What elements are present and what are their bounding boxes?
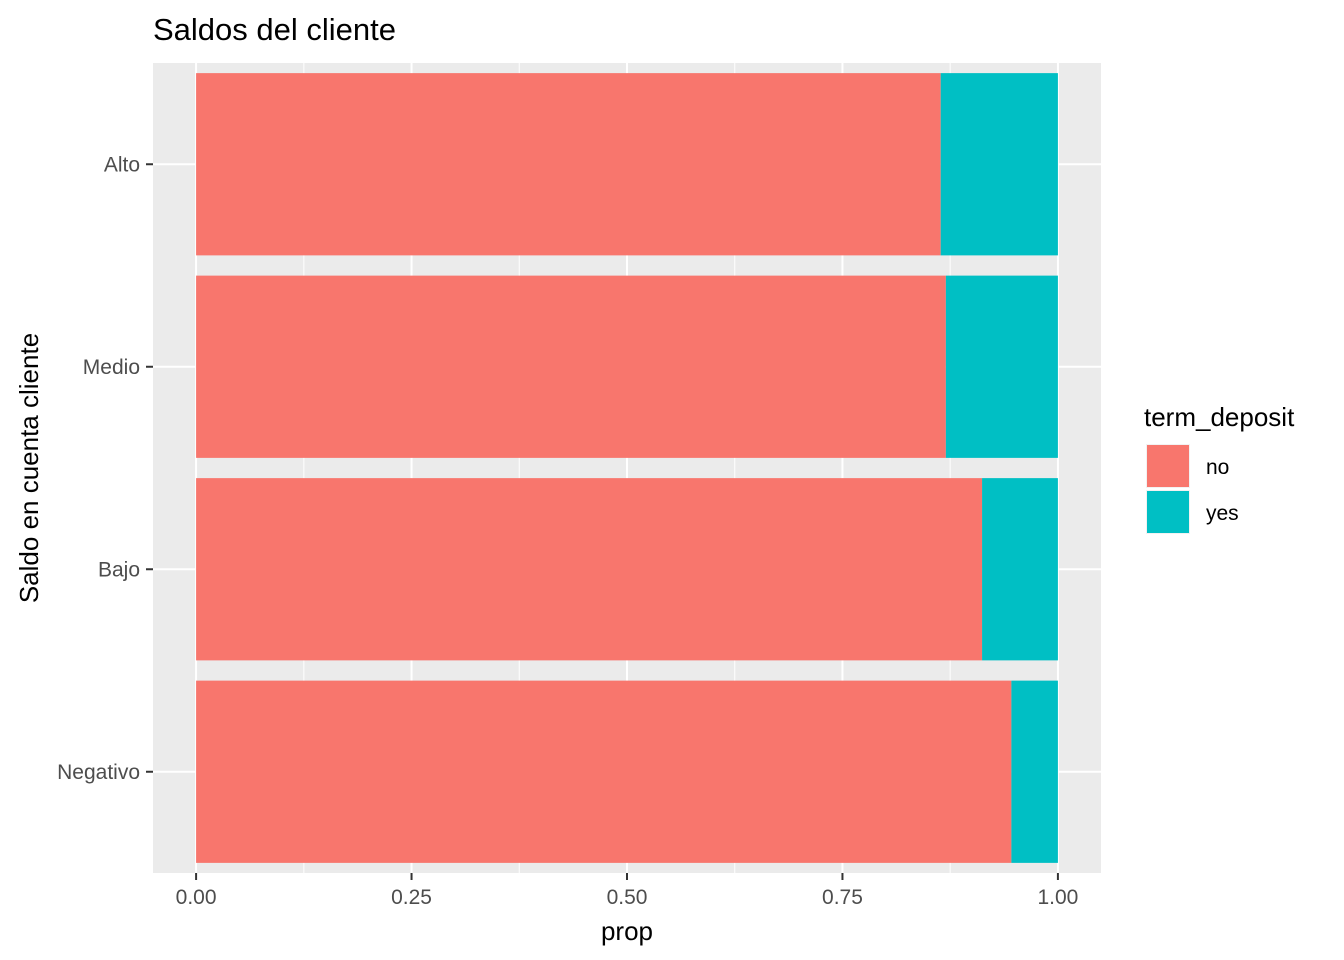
- bar-yes-negativo: [1011, 680, 1058, 863]
- x-axis-title: prop: [601, 916, 653, 946]
- bar-yes-alto: [940, 73, 1058, 256]
- x-tick-label: 0.50: [607, 886, 648, 909]
- x-tick-label: 0.00: [176, 886, 217, 909]
- bars: [196, 73, 1058, 863]
- x-axis: 0.00 0.25 0.50 0.75 1.00: [176, 873, 1078, 909]
- x-tick-label: 0.75: [822, 886, 863, 909]
- legend-title: term_deposit: [1144, 402, 1295, 432]
- legend-key-yes: [1147, 491, 1189, 533]
- y-tick-label: Bajo: [98, 558, 140, 581]
- y-tick-label: Alto: [104, 153, 140, 176]
- y-axis: Alto Medio Bajo Negativo: [57, 153, 153, 784]
- legend: term_deposit no yes: [1144, 402, 1295, 534]
- bar-no-bajo: [196, 478, 983, 661]
- y-axis-title: Saldo en cuenta cliente: [14, 333, 44, 603]
- legend-label-yes: yes: [1206, 502, 1239, 525]
- bar-no-alto: [196, 73, 941, 256]
- legend-key-no: [1147, 445, 1189, 487]
- bar-yes-medio: [945, 275, 1058, 458]
- x-tick-label: 0.25: [391, 886, 432, 909]
- bar-no-medio: [196, 275, 946, 458]
- chart-title: Saldos del cliente: [153, 12, 396, 47]
- x-tick-label: 1.00: [1037, 886, 1078, 909]
- y-tick-label: Medio: [83, 356, 140, 379]
- legend-label-no: no: [1206, 456, 1229, 479]
- bar-no-negativo: [196, 680, 1012, 863]
- y-tick-label: Negativo: [57, 761, 140, 784]
- bar-yes-bajo: [982, 478, 1058, 661]
